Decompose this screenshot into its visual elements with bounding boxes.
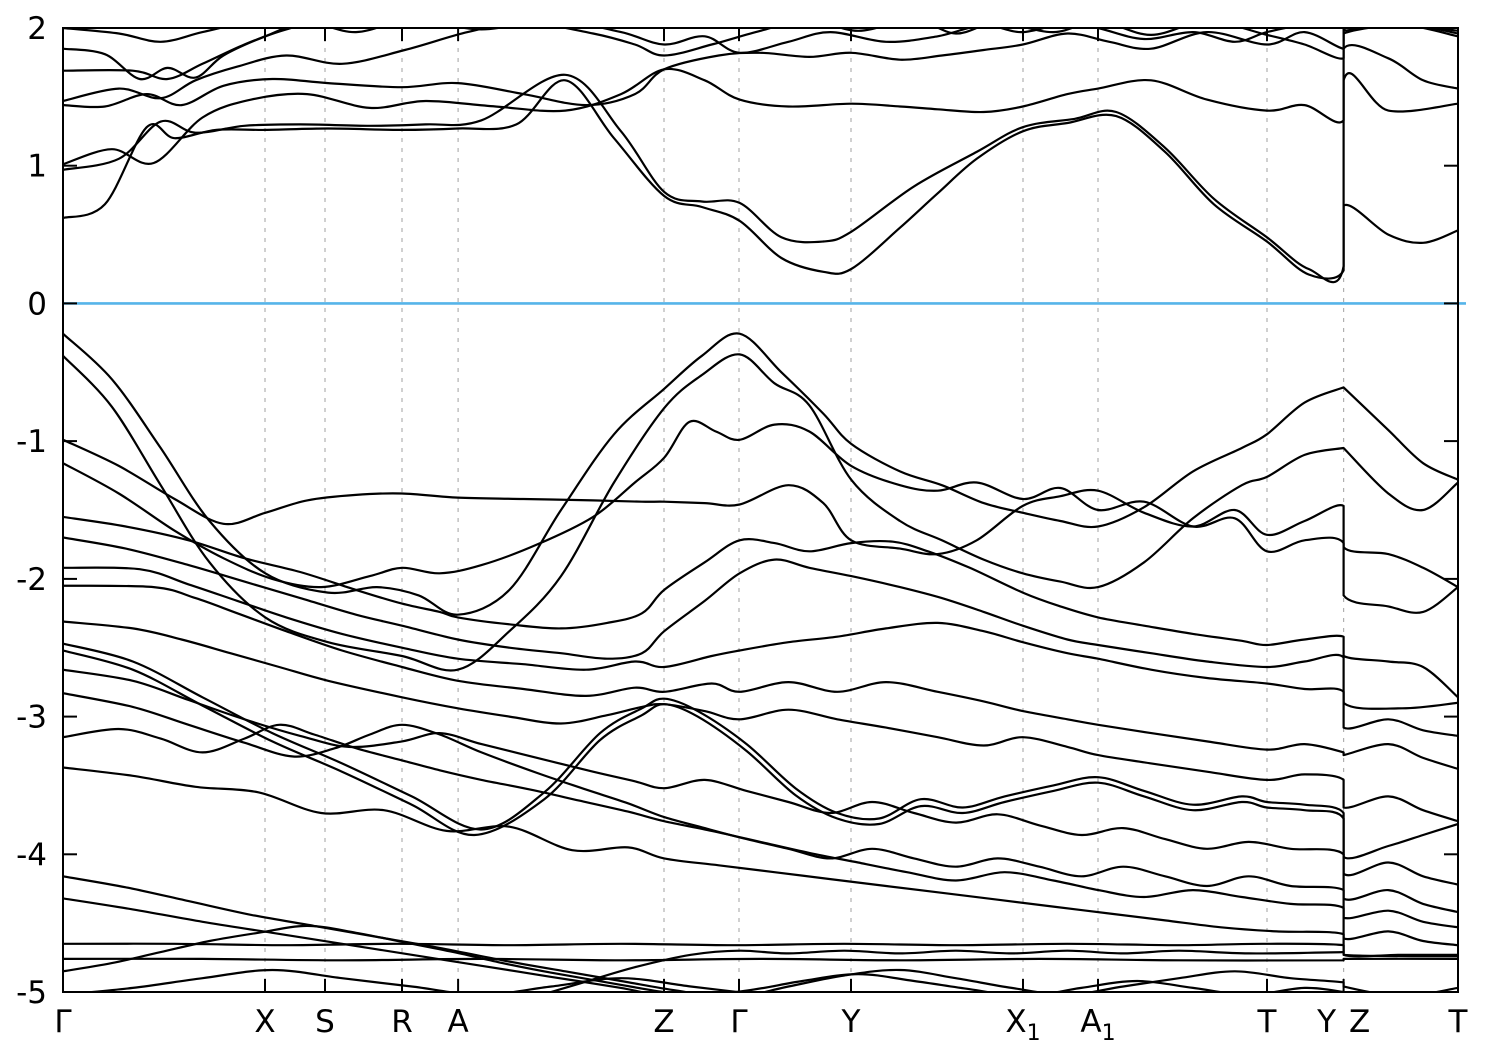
energy-band-curve (64, 43, 1457, 166)
plot-border (62, 27, 1459, 993)
energy-band-curve (64, 957, 1457, 962)
energy-band-curve (64, 332, 1457, 616)
energy-band-curve (64, 29, 292, 81)
y-tick-label: -1 (16, 424, 47, 460)
energy-band-curve (64, 584, 1457, 770)
bands-group (64, 29, 1457, 991)
energy-band-curve (64, 29, 1457, 109)
energy-band-curve (64, 536, 1457, 710)
kpoint-label: Γ (54, 1004, 72, 1040)
energy-band-curve (64, 29, 221, 43)
y-tick-label: 2 (27, 11, 47, 47)
kpoint-label: A (447, 1004, 468, 1040)
energy-band-curve (64, 439, 1457, 588)
y-tick-label: -4 (16, 837, 47, 873)
kpoint-label: Z (1349, 1004, 1370, 1040)
energy-band-curve (91, 968, 739, 991)
kpoint-label: S (315, 1004, 335, 1040)
kpoint-label: Y (841, 1004, 861, 1040)
energy-band-curve (64, 942, 1457, 958)
energy-band-curve (64, 566, 1457, 737)
energy-band-curve (64, 723, 1457, 947)
energy-band-curve (64, 353, 1457, 672)
kpoint-label: Z (653, 1004, 674, 1040)
kpoint-label: R (391, 1004, 413, 1040)
y-tick-label: 1 (27, 149, 47, 185)
kpoint-label: X1 (1005, 1004, 1040, 1046)
energy-band-curve (64, 79, 1457, 280)
y-tick-label: -5 (16, 975, 47, 1011)
energy-band-curve (64, 766, 1457, 958)
kpoint-label: X (254, 1004, 275, 1040)
y-tick-label: 0 (27, 286, 47, 322)
energy-band-curve (64, 924, 664, 991)
energy-band-curve (64, 72, 1457, 284)
energy-band-curve (550, 949, 1345, 991)
energy-band-curve (64, 620, 1457, 823)
y-tick-label: -3 (16, 700, 47, 736)
energy-band-curve (64, 875, 1457, 991)
energy-band-curve (64, 419, 1457, 614)
energy-band-curve (64, 515, 1457, 698)
kpoint-label: A1 (1080, 1004, 1115, 1046)
energy-band-curve (64, 649, 1457, 886)
y-tick-label: -2 (16, 562, 47, 598)
kpoint-label: Y (1316, 1004, 1336, 1040)
kpoint-label: T (1257, 1004, 1278, 1040)
energy-band-curve (64, 29, 1457, 81)
energy-band-curve (64, 29, 1457, 102)
kpoint-label: T (1448, 1004, 1469, 1040)
kpoint-label: Γ (730, 1004, 748, 1040)
energy-band-curve (64, 897, 1345, 991)
